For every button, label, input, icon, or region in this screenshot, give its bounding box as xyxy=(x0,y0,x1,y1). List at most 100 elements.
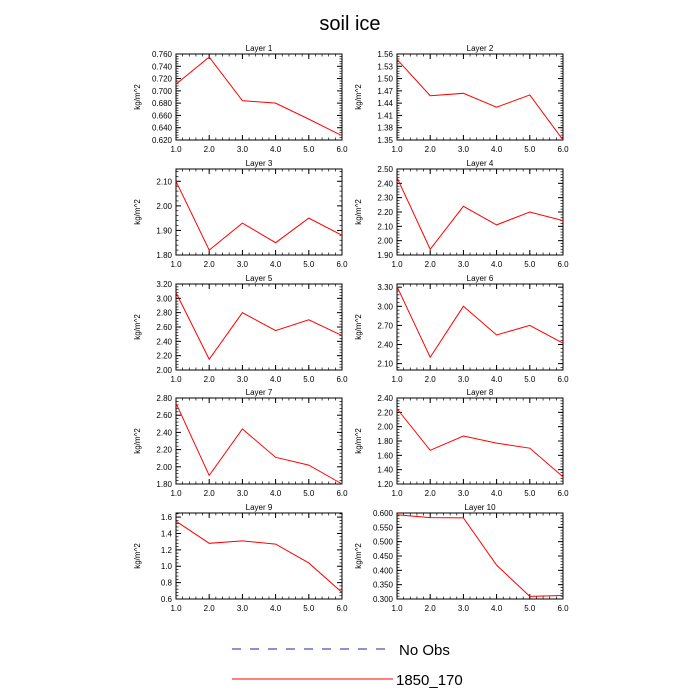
x-tick-label: 3.0 xyxy=(237,489,249,498)
y-tick-label: 2.80 xyxy=(156,394,172,403)
y-tick-label: 1.6 xyxy=(161,513,173,522)
y-tick-label: 1.41 xyxy=(377,111,393,120)
y-tick-label: 0.6 xyxy=(161,595,173,604)
y-tick-label: 2.20 xyxy=(156,446,172,455)
y-tick-label: 0.300 xyxy=(373,595,394,604)
x-tick-label: 4.0 xyxy=(491,145,503,154)
y-tick-label: 2.00 xyxy=(156,202,172,211)
x-tick-label: 2.0 xyxy=(204,604,216,613)
y-tick-label: 0.600 xyxy=(373,509,394,518)
y-axis-label: kg/m^2 xyxy=(354,314,363,340)
x-tick-label: 2.0 xyxy=(425,375,437,384)
x-tick-label: 3.0 xyxy=(458,604,470,613)
x-tick-label: 5.0 xyxy=(524,604,536,613)
y-tick-label: 1.50 xyxy=(377,75,393,84)
plot-frame xyxy=(175,53,343,141)
panel-6: Layer 6 1.0 2.0 3.0 4.0 5.0 6.0 2.10 2.40 2.70 3.0… xyxy=(354,274,569,384)
y-tick-label: 0.720 xyxy=(152,75,173,84)
plot-frame xyxy=(175,512,343,600)
plot-frame xyxy=(175,283,343,371)
x-tick-label: 6.0 xyxy=(557,260,569,269)
y-tick-label: 2.40 xyxy=(377,179,393,188)
panel-8: Layer 8 1.0 2.0 3.0 4.0 5.0 6.0 1.20 1.40 1.60 1.8… xyxy=(354,388,569,498)
x-tick-label: 6.0 xyxy=(557,489,569,498)
y-axis-label: kg/m^2 xyxy=(133,314,142,340)
x-tick-label: 6.0 xyxy=(336,145,348,154)
y-tick-label: 0.620 xyxy=(152,136,173,145)
series-line-1850-170 xyxy=(396,514,564,597)
x-tick-label: 6.0 xyxy=(336,260,348,269)
y-tick-label: 3.00 xyxy=(156,294,172,303)
panel-title: Layer 10 xyxy=(464,503,496,512)
y-tick-label: 0.8 xyxy=(161,579,173,588)
y-tick-label: 2.70 xyxy=(377,321,393,330)
series-line-1850-170 xyxy=(396,58,564,141)
y-tick-label: 0.700 xyxy=(152,87,173,96)
x-tick-label: 4.0 xyxy=(491,604,503,613)
x-tick-label: 3.0 xyxy=(458,489,470,498)
x-tick-label: 4.0 xyxy=(270,489,282,498)
y-tick-label: 0.450 xyxy=(373,552,394,561)
x-tick-label: 4.0 xyxy=(270,260,282,269)
x-tick-label: 1.0 xyxy=(391,260,403,269)
y-tick-label: 0.500 xyxy=(373,538,394,547)
panel-10: Layer 10 1.0 2.0 3.0 4.0 5.0 6.0 0.300 0.350 0.40… xyxy=(354,503,569,613)
y-tick-label: 2.00 xyxy=(377,423,393,432)
x-tick-label: 4.0 xyxy=(270,375,282,384)
y-tick-label: 2.20 xyxy=(377,408,393,417)
x-tick-label: 2.0 xyxy=(204,489,216,498)
x-tick-label: 5.0 xyxy=(303,604,315,613)
x-tick-label: 1.0 xyxy=(170,145,182,154)
series-line-1850-170 xyxy=(175,292,343,361)
y-tick-label: 1.20 xyxy=(377,480,393,489)
x-tick-label: 6.0 xyxy=(557,145,569,154)
y-tick-label: 0.350 xyxy=(373,581,394,590)
x-tick-label: 1.0 xyxy=(170,489,182,498)
panel-9: Layer 9 1.0 2.0 3.0 4.0 5.0 6.0 0.6 0.8 1.0 1.2 1.4… xyxy=(133,503,348,613)
series-line-1850-170 xyxy=(396,286,564,359)
panel-title: Layer 1 xyxy=(246,44,273,53)
x-tick-label: 3.0 xyxy=(237,145,249,154)
y-tick-label: 1.40 xyxy=(377,466,393,475)
panel-title: Layer 4 xyxy=(467,159,494,168)
y-tick-label: 1.56 xyxy=(377,50,393,59)
y-tick-label: 2.00 xyxy=(377,237,393,246)
y-tick-label: 2.40 xyxy=(156,337,172,346)
x-tick-label: 1.0 xyxy=(170,604,182,613)
panel-1: Layer 1 1.0 2.0 3.0 4.0 5.0 6.0 0.620 0.640 0.660… xyxy=(133,44,348,154)
x-tick-label: 3.0 xyxy=(237,604,249,613)
x-tick-label: 6.0 xyxy=(336,375,348,384)
x-tick-label: 3.0 xyxy=(458,375,470,384)
y-tick-label: 2.60 xyxy=(156,323,172,332)
x-tick-label: 1.0 xyxy=(170,260,182,269)
x-tick-label: 6.0 xyxy=(336,604,348,613)
x-tick-label: 5.0 xyxy=(303,489,315,498)
y-tick-label: 0.640 xyxy=(152,124,173,133)
x-tick-label: 4.0 xyxy=(491,489,503,498)
x-tick-label: 6.0 xyxy=(336,489,348,498)
x-tick-label: 4.0 xyxy=(270,604,282,613)
y-axis-label: kg/m^2 xyxy=(354,199,363,225)
y-tick-label: 1.35 xyxy=(377,136,393,145)
x-tick-label: 5.0 xyxy=(303,375,315,384)
series-line-1850-170 xyxy=(175,181,343,251)
y-tick-label: 0.550 xyxy=(373,523,394,532)
plot-frame xyxy=(175,168,343,256)
y-tick-label: 0.760 xyxy=(152,50,173,59)
panel-title: Layer 6 xyxy=(467,274,494,283)
x-tick-label: 6.0 xyxy=(557,604,569,613)
panel-title: Layer 2 xyxy=(467,44,494,53)
y-axis-label: kg/m^2 xyxy=(354,543,363,569)
legend-label-1850-170: 1850_170 xyxy=(396,672,463,689)
x-tick-label: 5.0 xyxy=(303,260,315,269)
x-tick-label: 3.0 xyxy=(458,145,470,154)
x-tick-label: 3.0 xyxy=(237,260,249,269)
x-tick-label: 1.0 xyxy=(170,375,182,384)
panel-title: Layer 9 xyxy=(246,503,273,512)
x-tick-label: 5.0 xyxy=(524,260,536,269)
legend-label-no-obs: No Obs xyxy=(399,642,450,659)
x-tick-label: 4.0 xyxy=(270,145,282,154)
y-tick-label: 1.38 xyxy=(377,124,393,133)
y-tick-label: 0.400 xyxy=(373,566,394,575)
y-tick-label: 2.10 xyxy=(377,360,393,369)
